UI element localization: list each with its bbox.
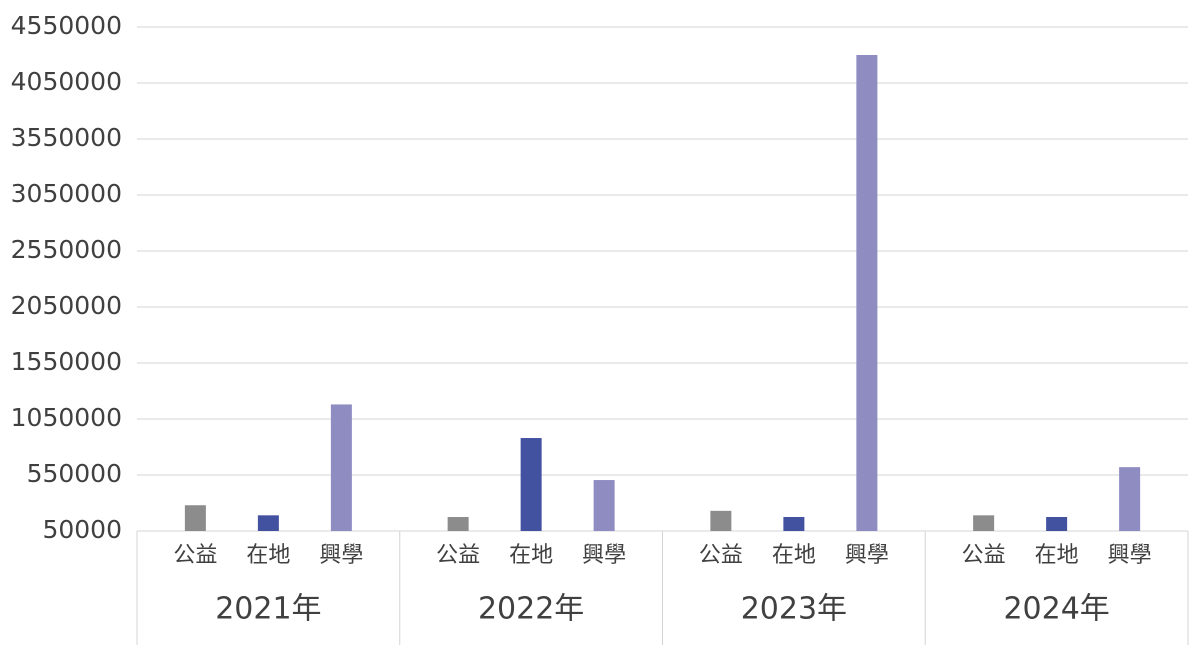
x-sub-label: 興學: [319, 543, 363, 568]
bar: [973, 515, 995, 531]
bar: [1046, 517, 1068, 531]
bar: [783, 517, 805, 531]
y-tick-label: 1050000: [11, 403, 122, 432]
x-sub-label: 公益: [436, 543, 480, 568]
bar: [593, 480, 615, 531]
bar: [1119, 467, 1141, 531]
bar: [447, 517, 469, 531]
y-tick-label: 4050000: [11, 67, 122, 96]
y-tick-label: 50000: [42, 515, 122, 544]
bar: [330, 404, 352, 531]
y-tick-label: 4550000: [11, 11, 122, 40]
bar: [856, 55, 878, 531]
x-group-label: 2021年: [215, 592, 321, 627]
x-sub-label: 在地: [772, 543, 816, 568]
y-tick-label: 1550000: [11, 347, 122, 376]
y-tick-label: 3050000: [11, 179, 122, 208]
x-sub-label: 在地: [509, 543, 553, 568]
y-tick-label: 2550000: [11, 235, 122, 264]
x-group-label: 2023年: [741, 592, 847, 627]
y-tick-label: 2050000: [11, 291, 122, 320]
y-tick-label: 550000: [27, 459, 122, 488]
bar: [184, 505, 206, 531]
x-sub-label: 公益: [173, 543, 217, 568]
x-sub-label: 公益: [962, 543, 1006, 568]
bar: [257, 515, 279, 531]
x-group-label: 2022年: [478, 592, 584, 627]
x-sub-label: 興學: [582, 543, 626, 568]
x-sub-label: 興學: [845, 543, 889, 568]
x-sub-label: 興學: [1108, 543, 1152, 568]
y-tick-label: 3550000: [11, 123, 122, 152]
bar: [520, 438, 542, 531]
x-sub-label: 在地: [246, 543, 290, 568]
bar: [710, 510, 732, 531]
x-sub-label: 在地: [1035, 543, 1079, 568]
x-sub-label: 公益: [699, 543, 743, 568]
x-group-label: 2024年: [1003, 592, 1109, 627]
